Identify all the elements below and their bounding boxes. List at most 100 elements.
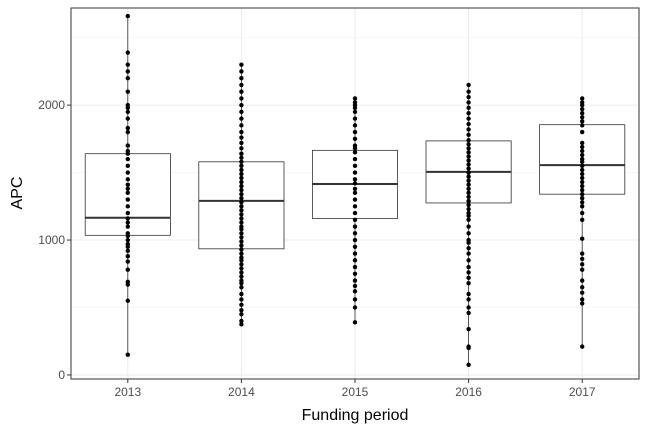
- data-point: [125, 50, 130, 55]
- data-point: [580, 148, 585, 154]
- y-axis-title: APC: [9, 177, 26, 210]
- x-tick-label: 2016: [455, 385, 482, 399]
- data-point: [239, 146, 244, 151]
- data-point: [239, 212, 244, 217]
- data-point: [580, 204, 585, 209]
- data-point: [352, 320, 358, 325]
- data-point: [466, 270, 471, 275]
- data-point: [239, 179, 244, 185]
- data-point: [125, 267, 130, 272]
- data-point: [352, 150, 358, 155]
- data-point: [239, 220, 244, 225]
- data-point: [125, 224, 130, 229]
- data-point: [239, 116, 244, 121]
- data-point: [239, 291, 244, 297]
- data-point: [352, 297, 358, 302]
- data-point: [580, 301, 585, 306]
- y-tick-label: 1000: [38, 233, 65, 247]
- data-point: [580, 210, 585, 216]
- data-point: [125, 148, 130, 154]
- data-point: [239, 322, 244, 327]
- data-point: [239, 75, 244, 81]
- data-point: [239, 140, 244, 146]
- data-point: [125, 220, 130, 225]
- data-point: [352, 204, 358, 209]
- data-point: [466, 194, 471, 200]
- data-point: [466, 362, 471, 368]
- data-point: [239, 231, 244, 236]
- data-point: [466, 127, 471, 132]
- data-point: [352, 156, 358, 162]
- data-point: [239, 243, 244, 248]
- data-point: [125, 190, 130, 196]
- data-point: [580, 140, 585, 146]
- data-point: [125, 186, 130, 191]
- data-point: [466, 121, 471, 127]
- data-point: [352, 217, 358, 223]
- data-point: [466, 178, 471, 183]
- data-point: [239, 109, 244, 115]
- data-point: [125, 156, 130, 162]
- data-point: [466, 258, 471, 263]
- data-point: [352, 278, 358, 283]
- data-point: [352, 163, 358, 169]
- data-point: [239, 89, 244, 94]
- data-point: [125, 170, 130, 175]
- data-point: [466, 182, 471, 187]
- data-point: [466, 281, 471, 286]
- data-point: [580, 96, 585, 101]
- data-point: [239, 69, 244, 74]
- data-point: [466, 111, 471, 116]
- data-point: [466, 146, 471, 151]
- data-point: [580, 200, 585, 205]
- data-point: [352, 289, 358, 294]
- data-point: [580, 196, 585, 201]
- data-point: [239, 196, 244, 201]
- data-point: [580, 183, 585, 189]
- data-point: [125, 210, 130, 216]
- data-point: [125, 204, 130, 209]
- data-point: [580, 144, 585, 150]
- data-point: [239, 274, 244, 279]
- data-point: [580, 217, 585, 223]
- data-point: [125, 259, 130, 264]
- data-point: [352, 129, 358, 135]
- data-point: [352, 210, 358, 216]
- data-point: [466, 198, 471, 204]
- data-point: [580, 152, 585, 158]
- data-point: [580, 344, 585, 349]
- data-point: [125, 13, 130, 19]
- data-point: [352, 170, 358, 175]
- data-point: [239, 159, 244, 164]
- data-point: [125, 352, 130, 357]
- data-point: [239, 129, 244, 135]
- data-point: [466, 100, 471, 105]
- data-point: [239, 270, 244, 275]
- data-point: [580, 175, 585, 181]
- data-point: [352, 190, 358, 196]
- data-point: [466, 202, 471, 208]
- data-point: [239, 285, 244, 290]
- data-point: [125, 116, 130, 121]
- data-point: [125, 298, 130, 303]
- data-point: [466, 217, 471, 223]
- data-point: [125, 62, 130, 67]
- data-point: [466, 305, 471, 310]
- data-point: [466, 251, 471, 256]
- data-point: [239, 187, 244, 193]
- data-point: [125, 279, 130, 285]
- data-point: [352, 177, 358, 182]
- data-point: [466, 116, 471, 121]
- data-point: [125, 163, 130, 169]
- data-point: [580, 171, 585, 177]
- data-point: [239, 204, 244, 209]
- data-point: [580, 119, 585, 124]
- data-point: [580, 115, 585, 120]
- data-point: [239, 239, 244, 244]
- data-point: [239, 135, 244, 140]
- data-point: [125, 109, 130, 115]
- data-point: [239, 312, 244, 317]
- data-point: [466, 210, 471, 216]
- data-point: [125, 129, 130, 135]
- data-point: [239, 262, 244, 267]
